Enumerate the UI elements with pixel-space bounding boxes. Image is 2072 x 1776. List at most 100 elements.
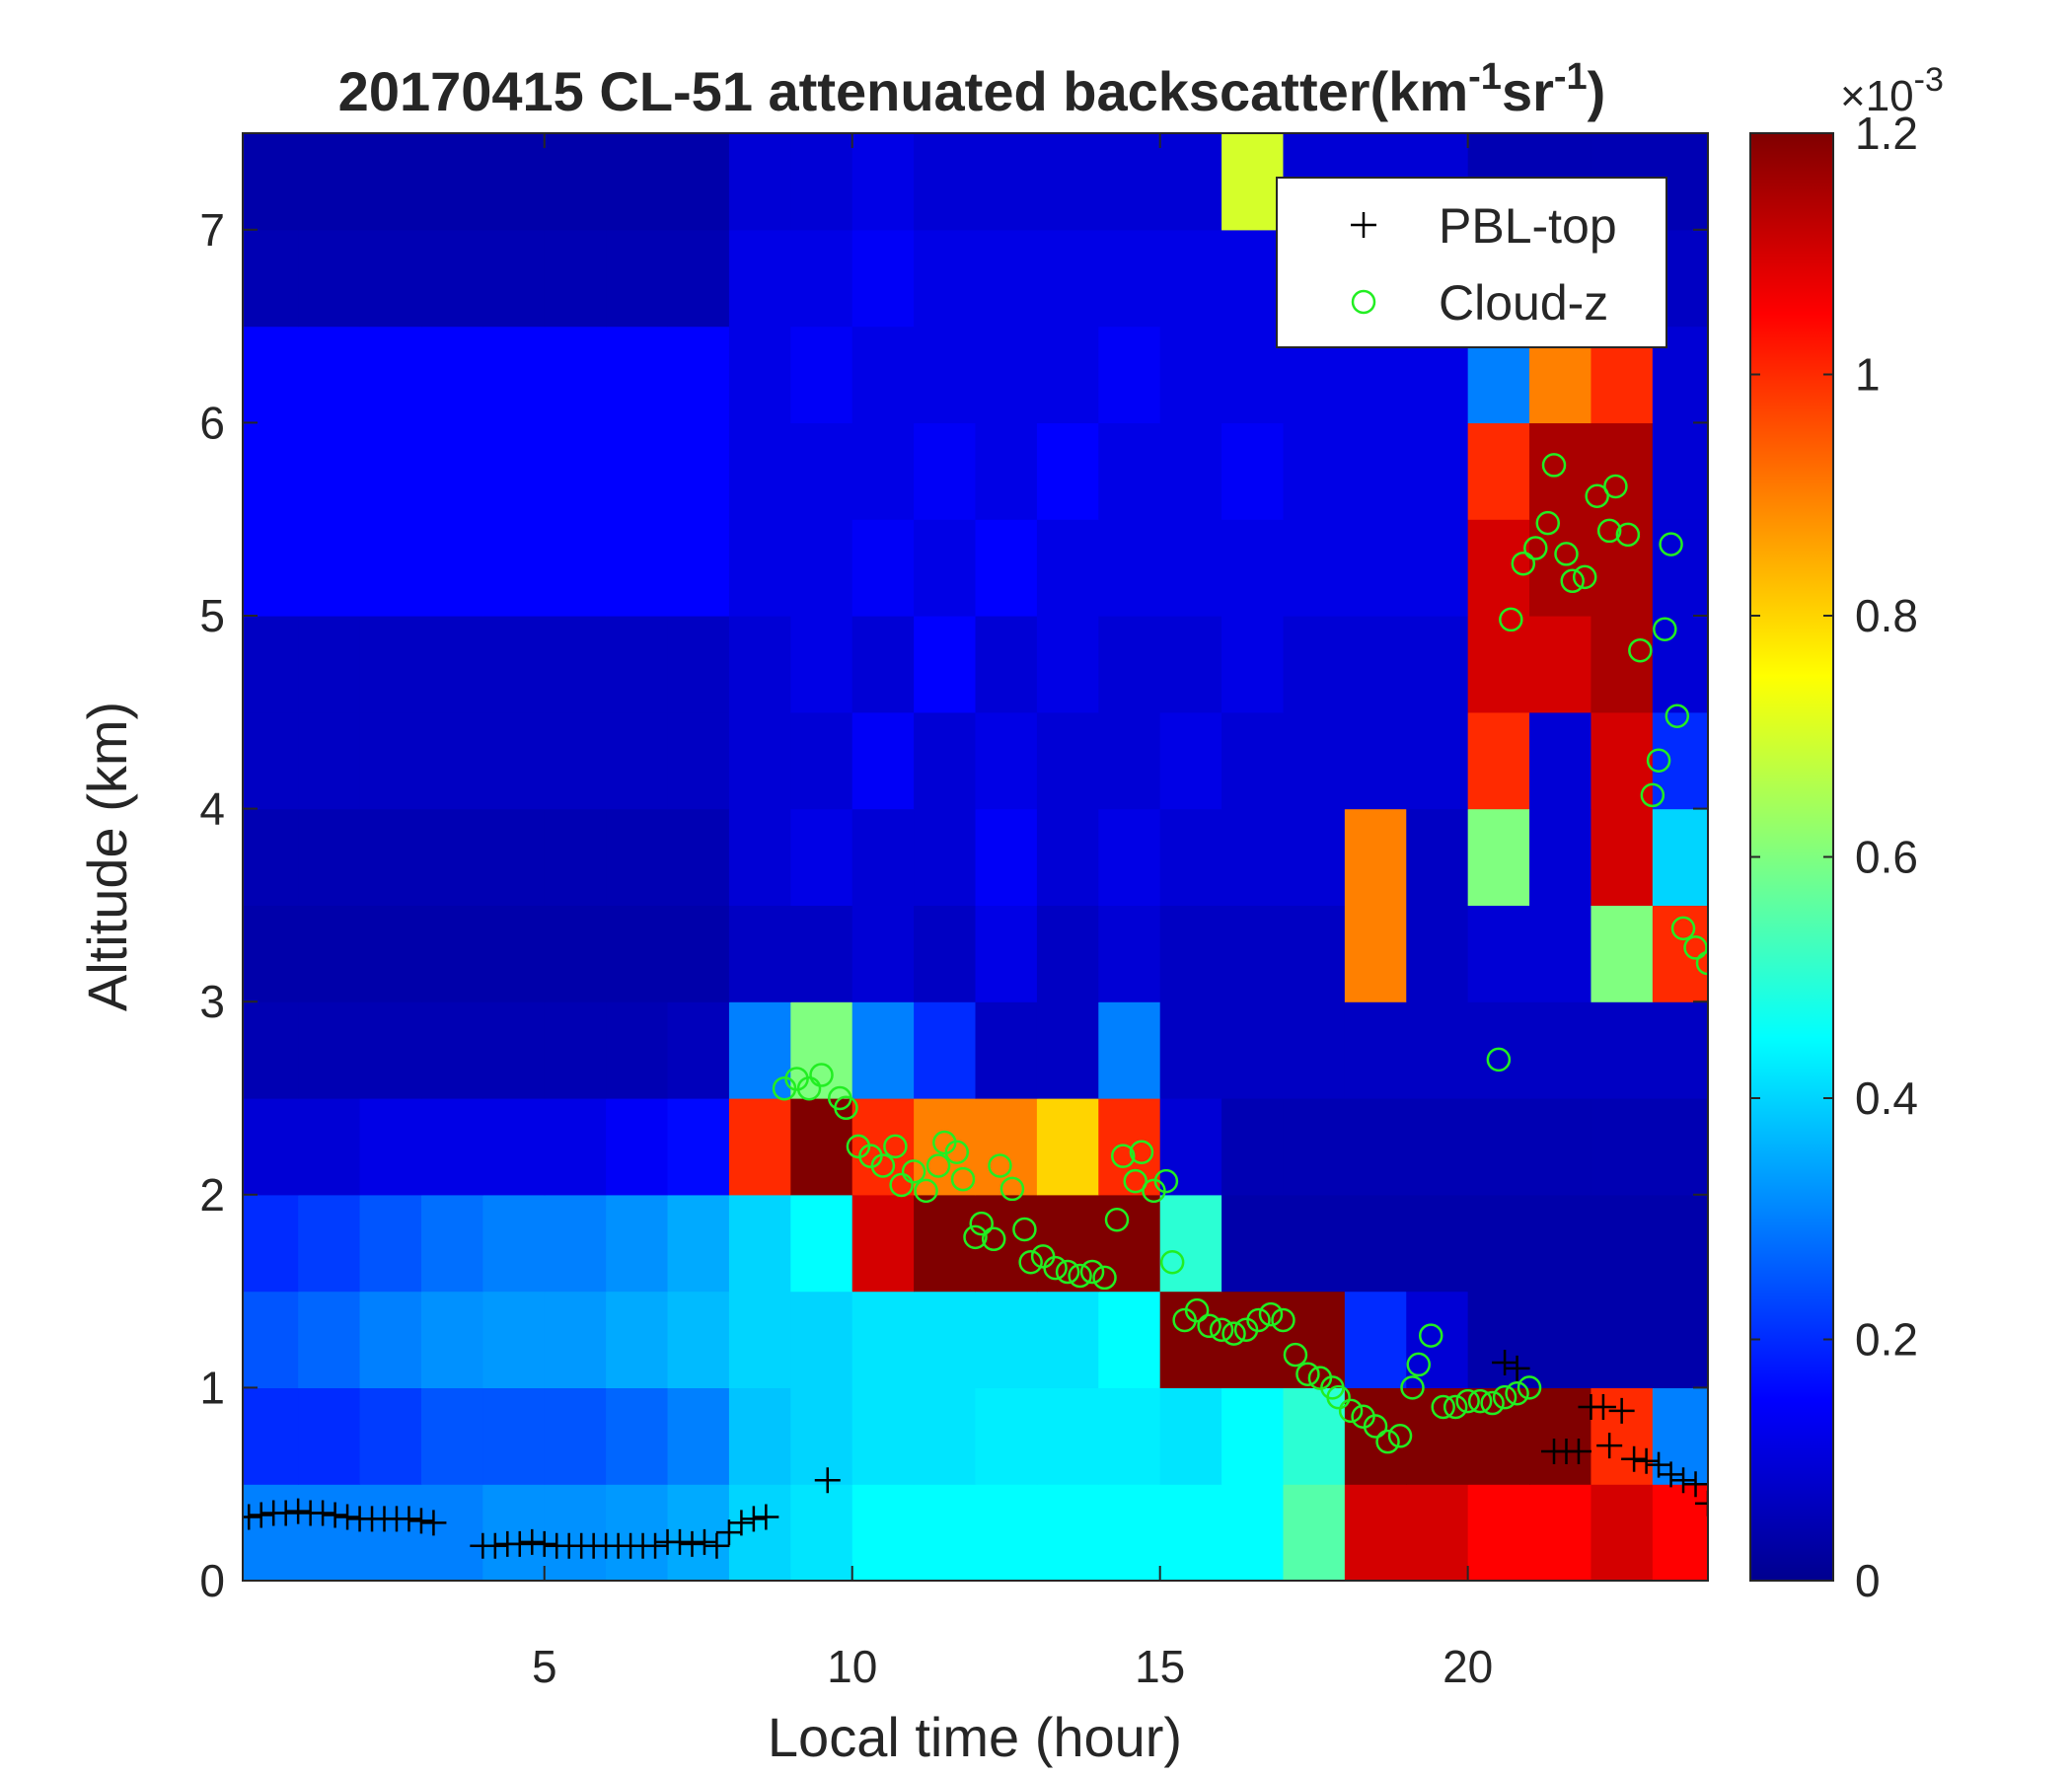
heat-cell xyxy=(975,326,1038,423)
heat-cell xyxy=(243,229,299,328)
cloud-marker xyxy=(1055,1259,1080,1285)
heat-cell xyxy=(420,326,483,423)
cloud-marker xyxy=(1159,1250,1185,1275)
title-part: -1 xyxy=(1468,56,1502,98)
heat-cell xyxy=(243,711,299,810)
heat-cell xyxy=(1221,711,1285,810)
heat-cell xyxy=(298,1291,361,1388)
y-tick-label: 0 xyxy=(199,1555,225,1606)
y-tick-label: 1 xyxy=(199,1362,225,1413)
heat-cell xyxy=(606,326,669,423)
heat-cell xyxy=(1652,1387,1708,1485)
heat-cell xyxy=(1159,1291,1222,1388)
pbl-marker xyxy=(310,1500,336,1526)
heat-cell xyxy=(1036,422,1099,520)
heat-cell xyxy=(1467,1484,1530,1581)
pbl-marker xyxy=(1682,1471,1708,1498)
heat-cell xyxy=(1467,1194,1530,1293)
heat-cell xyxy=(1159,422,1222,520)
heat-cell xyxy=(851,711,915,810)
heat-cell xyxy=(1283,905,1346,1002)
heat-cell xyxy=(1283,808,1346,906)
plot-frame xyxy=(242,132,1709,1582)
heat-cell xyxy=(1221,422,1285,520)
heat-cell xyxy=(1467,1291,1530,1388)
cloud-marker xyxy=(1012,1217,1037,1242)
heat-cell xyxy=(667,616,730,713)
title-part: 20170415 CL-51 attenuated backscatter(km xyxy=(338,60,1468,122)
heat-cell xyxy=(606,422,669,520)
heat-cell xyxy=(667,519,730,617)
heat-cell xyxy=(544,1291,607,1388)
heat-cell xyxy=(482,1001,546,1099)
heat-cell xyxy=(851,1194,915,1293)
cloud-marker xyxy=(1258,1301,1284,1327)
heat-cell xyxy=(1406,422,1469,520)
heat-cell xyxy=(243,1001,299,1099)
heat-cell xyxy=(544,711,607,810)
heat-cell xyxy=(1036,1387,1099,1485)
heat-cell xyxy=(1591,1001,1654,1099)
colorbar-tick-label: 0 xyxy=(1855,1555,1881,1606)
pbl-marker xyxy=(1351,212,1376,238)
heat-cell xyxy=(975,1001,1038,1099)
y-tick-label: 6 xyxy=(199,397,225,448)
heat-cell xyxy=(298,326,361,423)
pbl-marker xyxy=(272,1500,299,1526)
heat-cell xyxy=(1221,1001,1285,1099)
heat-cell xyxy=(790,229,853,328)
cloud-marker xyxy=(981,1226,1006,1252)
heat-cell xyxy=(359,422,422,520)
cloud-marker xyxy=(889,1172,914,1198)
pbl-marker xyxy=(1596,1433,1623,1459)
pbl-marker xyxy=(285,1498,312,1524)
heat-cell xyxy=(1591,711,1654,810)
heat-cell xyxy=(298,711,361,810)
heat-cell xyxy=(975,905,1038,1002)
pbl-marker xyxy=(1492,1349,1518,1375)
heat-cell xyxy=(359,905,422,1002)
heat-cell xyxy=(482,1098,546,1196)
heat-cell xyxy=(1283,1001,1346,1099)
heat-cell xyxy=(1529,1194,1592,1293)
heat-cell xyxy=(728,133,791,231)
heat-cell xyxy=(606,616,669,713)
cloud-marker xyxy=(1511,551,1536,576)
heat-cell xyxy=(1221,229,1285,328)
heat-cell xyxy=(359,133,422,231)
heatmap xyxy=(243,133,1708,1581)
title-part: sr xyxy=(1502,60,1554,122)
legend-box xyxy=(1276,177,1667,348)
heat-cell xyxy=(1652,1098,1708,1196)
heat-cell xyxy=(914,422,977,520)
heat-cell xyxy=(1159,1194,1222,1293)
heat-cell xyxy=(1406,1484,1469,1581)
heat-cell xyxy=(1221,133,1285,231)
cloud-marker xyxy=(1043,1255,1068,1281)
cloud-marker xyxy=(1104,1207,1130,1232)
heat-cell xyxy=(975,616,1038,713)
pbl-marker xyxy=(1621,1445,1648,1472)
heat-cell xyxy=(1221,1484,1285,1581)
cloud-marker xyxy=(1153,1168,1179,1194)
cloud-marker xyxy=(1517,1375,1542,1400)
heat-cell xyxy=(1036,1098,1099,1196)
cloud-marker xyxy=(1351,289,1376,315)
heat-cell xyxy=(1344,905,1407,1002)
x-axis-label: Local time (hour) xyxy=(768,1706,1182,1768)
heat-cell xyxy=(359,711,422,810)
cloud-marker xyxy=(1535,510,1561,536)
chart-title: 20170415 CL-51 attenuated backscatter(km… xyxy=(338,56,1606,122)
cloud-marker xyxy=(1338,1398,1364,1424)
pbl-marker xyxy=(531,1530,557,1557)
heat-cell xyxy=(482,422,546,520)
cloud-marker xyxy=(1400,1375,1425,1400)
heat-cell xyxy=(851,133,915,231)
heat-cell xyxy=(1098,616,1161,713)
pbl-marker xyxy=(248,1502,274,1528)
heat-cell xyxy=(606,133,669,231)
pbl-marker xyxy=(667,1528,694,1555)
heat-cell xyxy=(1098,422,1161,520)
cloud-marker xyxy=(1505,1381,1529,1406)
